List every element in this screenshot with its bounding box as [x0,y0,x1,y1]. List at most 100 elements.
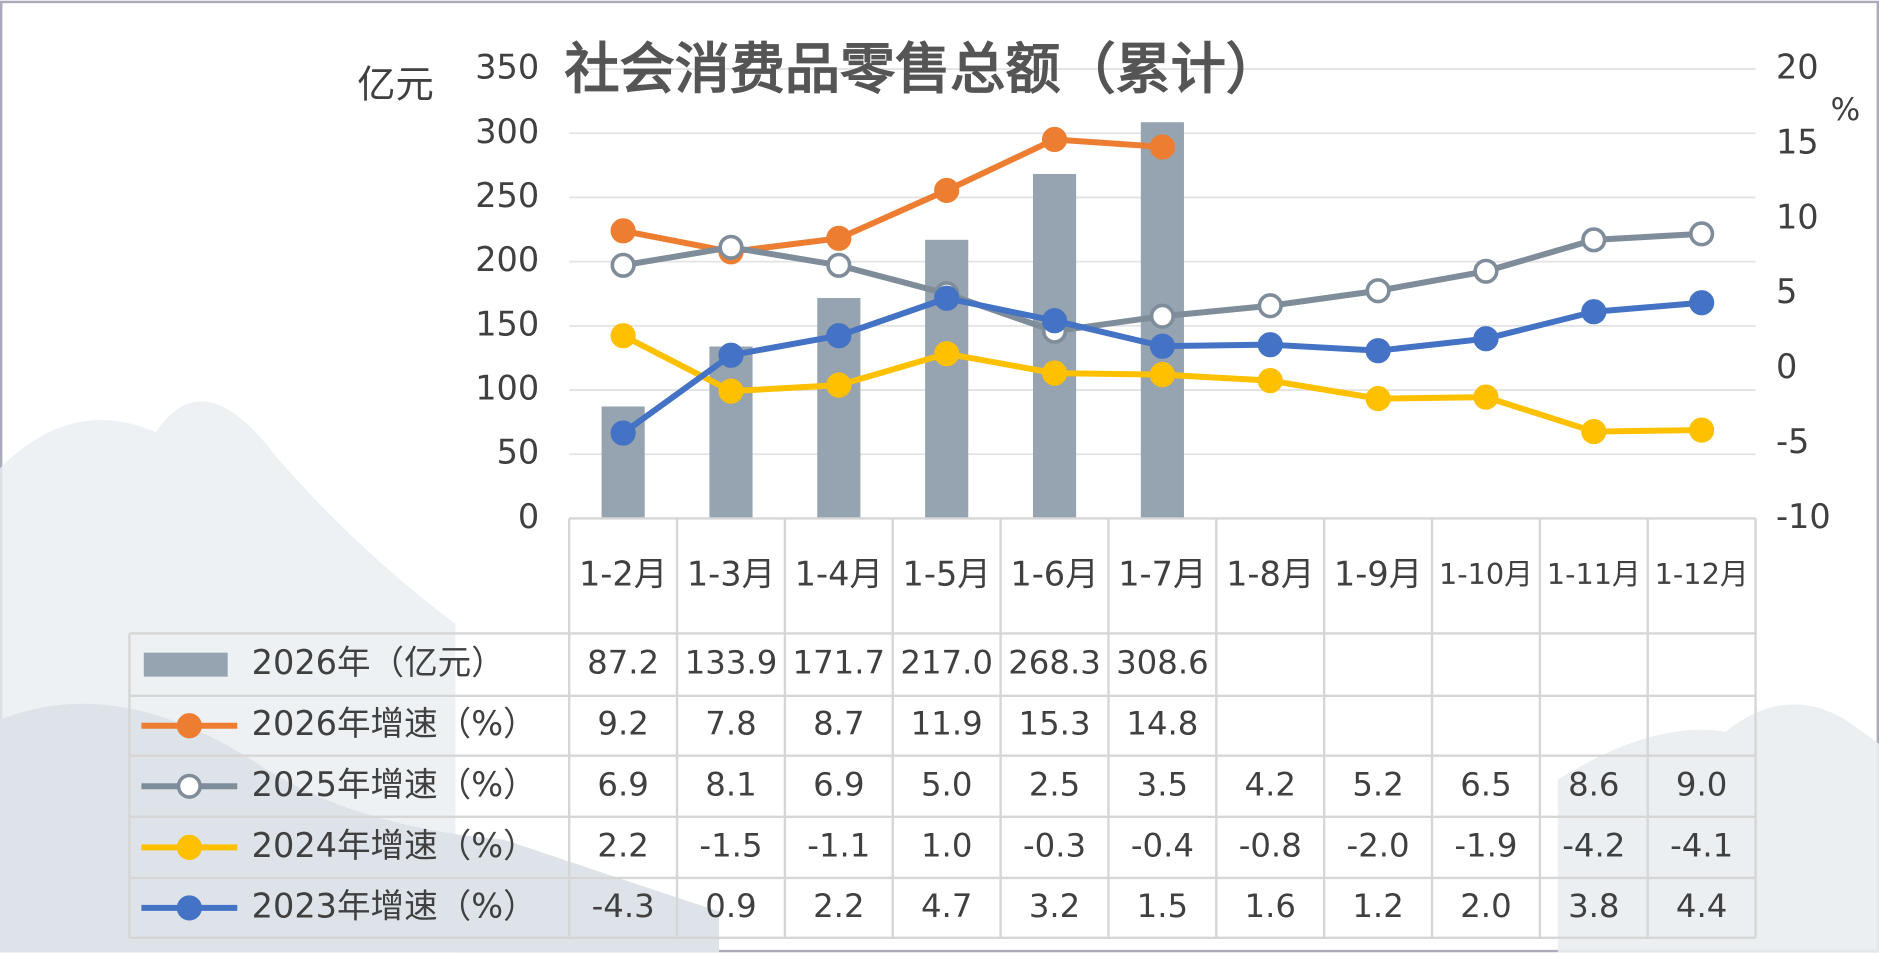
bar [1032,173,1077,519]
marker [1473,326,1499,352]
table-value: 7.8 [705,705,756,743]
marker [934,177,960,203]
table-value: 15.3 [1019,705,1091,743]
marker [718,234,744,260]
x-tick-label: 1-7月 [1118,554,1206,593]
legend-marker [176,713,202,739]
table-value: -1.5 [699,826,762,864]
x-tick-label: 1-3月 [687,554,775,593]
y-tick-label: 0 [518,497,539,536]
marker [1149,303,1175,329]
table-value: -4.1 [1670,826,1733,864]
y-tick-label: 100 [475,369,539,408]
table-value: 308.6 [1116,644,1209,682]
y-tick-label: 150 [475,304,539,343]
table-value: 87.2 [587,644,659,682]
table-value: -0.8 [1239,826,1302,864]
marker [826,252,852,278]
table-value: -2.0 [1347,826,1410,864]
marker [1581,299,1607,325]
table-value: 1.2 [1352,887,1403,925]
y-tick-label: 50 [497,433,540,472]
table-value: -1.9 [1454,826,1517,864]
marker [1365,278,1391,304]
marker [1473,384,1499,410]
x-tick-label: 1-6月 [1010,554,1098,593]
table-value: -4.3 [592,887,655,925]
marker [1473,258,1499,284]
table-value: 1.5 [1137,887,1188,925]
marker [718,378,744,404]
table-value: 6.9 [813,765,864,803]
x-tick-label: 1-4月 [795,554,883,593]
table-value: 8.1 [705,765,756,803]
marker [610,323,636,349]
table-value: 8.7 [813,705,864,743]
marker [610,420,636,446]
y-tick-label: 300 [475,112,539,151]
table-value: 1.0 [921,826,972,864]
table-value: -1.1 [807,826,870,864]
marks-layer [601,122,1715,519]
table-value: 4.7 [921,887,972,925]
table-value: 2.5 [1029,765,1080,803]
table-value: 268.3 [1008,644,1101,682]
table-value: 6.5 [1460,765,1511,803]
y2-tick-label: -5 [1776,422,1809,461]
marker [1149,362,1175,388]
table-value: 4.4 [1676,887,1727,925]
y2-axis-label: % [1831,92,1861,128]
marker [1689,290,1715,316]
marker [1257,332,1283,358]
marker [934,285,960,311]
landscape-decoration [0,401,1879,953]
marker [1581,418,1607,445]
marker [1041,360,1068,386]
marker [1365,338,1391,364]
marker [1041,126,1068,153]
x-tick-label: 1-8月 [1226,554,1314,593]
legend-label: 2023年增速（%） [252,886,537,925]
data-table: 1-2月 1-3月 1-4月 1-5月 1-6月 1-7月 1-8月 1-9月 1-10月 1-1… [128,517,1757,940]
table-value: -0.3 [1023,826,1086,864]
marker [1257,293,1283,319]
x-tick-label: 1-11月 [1547,557,1641,591]
bar [709,346,753,519]
x-tick-label: 1-10月 [1439,557,1533,591]
marker [610,218,636,244]
table-value: 3.8 [1568,887,1619,925]
marker [1149,333,1175,359]
table-value: 5.2 [1352,765,1403,803]
y-tick-label: 200 [475,240,539,279]
legend-marker [176,834,202,860]
marker [1689,417,1715,443]
table-value: 2.0 [1460,887,1511,925]
y2-tick-label: 20 [1776,48,1819,87]
marker [1149,134,1175,160]
table-value: 5.0 [921,765,972,803]
legend-label: 2026年增速（%） [252,704,537,743]
table-value: 11.9 [911,705,983,743]
table-value: 3.5 [1137,765,1188,803]
legend-label: 2026年（亿元） [252,643,505,682]
table-value: -4.2 [1562,826,1625,864]
table-value: 2.2 [813,887,864,925]
table-value: -0.4 [1131,826,1194,864]
table-value: 171.7 [793,644,886,682]
marker [610,252,636,278]
y2-tick-label: 5 [1776,272,1797,311]
chart-title: 社会消费品零售总额（累计） [565,37,1281,101]
legend-label: 2025年增速（%） [252,765,537,804]
marker [718,342,744,368]
marker [826,225,852,251]
y2-tick-label: -10 [1776,497,1831,536]
y2-tick-label: 0 [1776,347,1797,386]
legend-marker [176,773,202,799]
table-value: 3.2 [1029,887,1080,925]
marker [826,372,852,398]
table-value: 4.2 [1245,765,1296,803]
legend-marker [176,895,202,921]
y-tick-label: 250 [475,176,539,215]
table-value: 8.6 [1568,765,1619,803]
